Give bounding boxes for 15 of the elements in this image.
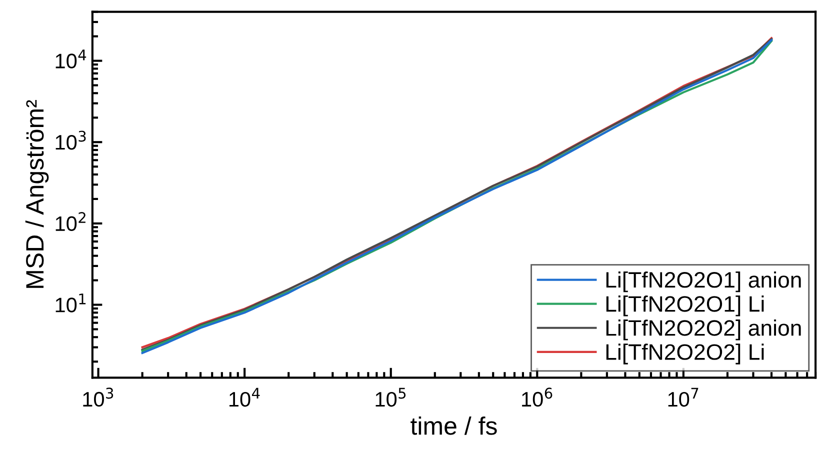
y-tick-label: 10$^{2}$ bbox=[56, 212, 86, 232]
y-tick-label: 10$^{3}$ bbox=[56, 130, 86, 150]
legend-label: Li[TfN2O2O1] Li bbox=[606, 296, 764, 316]
legend-label: Li[TfN2O2O1] anion bbox=[606, 271, 801, 292]
legend-label: Li[TfN2O2O2] anion bbox=[606, 320, 801, 340]
y-tick-label: 10$^{1}$ bbox=[56, 294, 86, 312]
x-tick-label: 10$^{5}$ bbox=[376, 388, 406, 407]
x-tick-label: 10$^{4}$ bbox=[229, 388, 260, 407]
legend-label: Li[TfN2O2O2] Li bbox=[606, 344, 764, 364]
y-tick-label: 10$^{4}$ bbox=[56, 50, 86, 68]
x-tick-label: 10$^{7}$ bbox=[668, 388, 698, 407]
y-axis-title: MSD / Angström² bbox=[25, 100, 49, 288]
x-tick-label: 10$^{3}$ bbox=[83, 388, 114, 407]
x-tick-label: 10$^{6}$ bbox=[522, 388, 552, 407]
x-axis-title: time / fs bbox=[410, 416, 497, 435]
